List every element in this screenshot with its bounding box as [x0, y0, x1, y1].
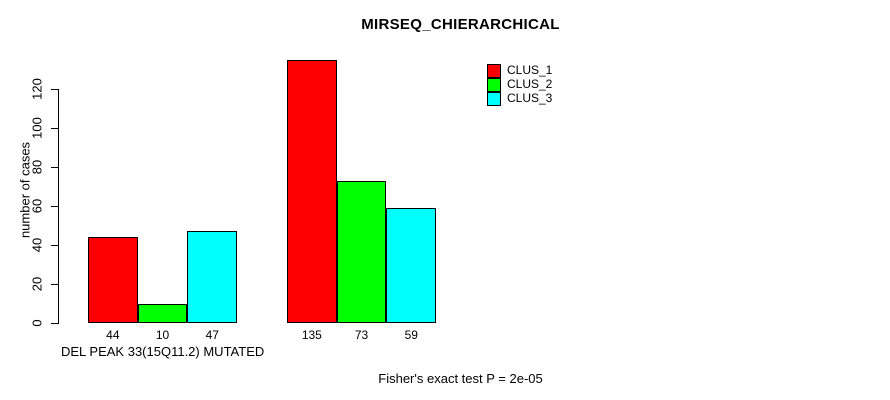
y-tick-label: 20 — [29, 276, 45, 292]
legend-label: CLUS_3 — [507, 91, 553, 105]
y-tick-label: 60 — [29, 198, 45, 214]
legend-swatch-clus_1 — [487, 63, 501, 78]
legend-label: CLUS_1 — [507, 63, 553, 77]
y-tick-label: 100 — [29, 117, 45, 139]
footnote-pvalue: Fisher's exact test P = 2e-05 — [378, 371, 543, 386]
bar-value-label: 47 — [205, 328, 219, 342]
y-tick-mark — [51, 284, 58, 285]
bar-clus_3-group-1 — [187, 231, 238, 323]
bar-clus_1-group-2 — [287, 59, 337, 323]
y-tick-mark — [51, 245, 58, 246]
legend-item-clus_1: CLUS_1 — [487, 63, 553, 78]
bar-clus_3-group-2 — [386, 207, 437, 323]
bar-value-label: 10 — [155, 328, 170, 342]
bar-clus_1-group-1 — [88, 237, 138, 323]
bar-clus_2-group-1 — [137, 303, 188, 323]
legend-swatch-clus_2 — [487, 77, 501, 92]
y-tick-label: 40 — [29, 237, 45, 253]
bar-value-label: 73 — [354, 328, 369, 342]
legend-item-clus_2: CLUS_2 — [487, 77, 553, 92]
y-tick-mark — [51, 167, 58, 168]
y-tick-mark — [51, 206, 58, 207]
legend-swatch-clus_3 — [487, 91, 501, 106]
legend-item-clus_3: CLUS_3 — [487, 91, 553, 106]
bar-value-label: 135 — [301, 328, 322, 342]
bar-clus_2-group-2 — [336, 180, 387, 323]
y-tick-label: 120 — [29, 78, 45, 100]
y-tick-label: 0 — [29, 319, 45, 327]
y-tick-mark — [51, 323, 58, 324]
bar-value-label: 59 — [404, 328, 418, 342]
bar-value-label: 44 — [106, 328, 120, 342]
chart-title: MIRSEQ_CHIERARCHICAL — [361, 16, 560, 33]
legend-label: CLUS_2 — [507, 77, 553, 91]
x-axis-label: DEL PEAK 33(15Q11.2) MUTATED — [61, 344, 265, 359]
y-axis-line — [58, 89, 59, 324]
y-tick-label: 80 — [29, 159, 45, 175]
y-tick-mark — [51, 128, 58, 129]
legend: CLUS_1 CLUS_2 CLUS_3 — [487, 63, 553, 106]
y-tick-mark — [51, 89, 58, 90]
